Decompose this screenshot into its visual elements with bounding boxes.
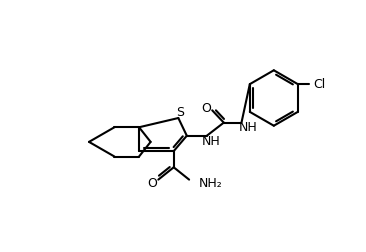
Text: O: O (147, 177, 157, 190)
Text: NH: NH (238, 121, 257, 134)
Text: NH: NH (202, 135, 221, 148)
Text: NH₂: NH₂ (198, 177, 222, 190)
Text: S: S (176, 106, 184, 119)
Text: O: O (201, 102, 211, 115)
Text: Cl: Cl (313, 78, 325, 91)
